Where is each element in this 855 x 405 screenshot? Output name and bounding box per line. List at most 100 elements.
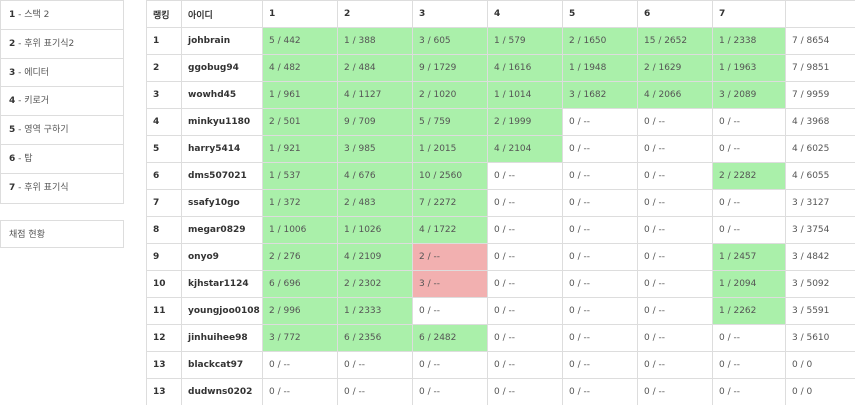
header-id: 아이디 (181, 0, 263, 28)
result-cell: 1 / 1948 (562, 54, 638, 82)
rank-cell: 2 (146, 54, 182, 82)
total-cell: 3 / 3127 (785, 189, 855, 217)
rank-cell: 7 (146, 189, 182, 217)
user-id-cell[interactable]: megar0829 (181, 216, 263, 244)
total-cell: 7 / 8654 (785, 27, 855, 55)
problem-separator: - (15, 96, 25, 107)
rank-cell: 5 (146, 135, 182, 163)
rank-cell: 13 (146, 378, 182, 405)
problem-item-3[interactable]: 3 - 에디터 (1, 59, 123, 88)
table-row: 11 youngjoo0108 2 / 996 1 / 2333 0 / -- 0 / -… (146, 297, 855, 325)
result-cell: 7 / 2272 (412, 189, 488, 217)
result-cell: 1 / 921 (262, 135, 338, 163)
result-cell: 0 / -- (562, 324, 638, 352)
result-cell: 0 / -- (487, 324, 563, 352)
problem-item-6[interactable]: 6 - 탑 (1, 145, 123, 174)
result-cell: 1 / 2333 (337, 297, 413, 325)
scoreboard: 랭킹 아이디 1 2 3 4 5 6 7 1 johbrain 5 / 442 1 / 388 3 / … (146, 0, 855, 405)
user-id-cell[interactable]: harry5414 (181, 135, 263, 163)
result-cell: 2 / 1629 (637, 54, 713, 82)
result-cell: 4 / 2104 (487, 135, 563, 163)
result-cell: 0 / -- (562, 162, 638, 190)
table-row: 13 blackcat97 0 / -- 0 / -- 0 / -- 0 / -- 0 / … (146, 351, 855, 379)
result-cell: 0 / -- (637, 108, 713, 136)
problem-number: 1 (9, 10, 16, 20)
result-cell: 1 / 2015 (412, 135, 488, 163)
result-cell: 1 / 2094 (712, 270, 786, 298)
result-cell: 3 / 2089 (712, 81, 786, 109)
result-cell: 0 / -- (487, 270, 563, 298)
table-row: 1 johbrain 5 / 442 1 / 388 3 / 605 1 / 579 2 /… (146, 27, 855, 55)
table-row: 12 jinhuihee98 3 / 772 6 / 2356 6 / 2482 0 / … (146, 324, 855, 352)
user-id-cell[interactable]: onyo9 (181, 243, 263, 271)
header-rank: 랭킹 (146, 0, 182, 28)
user-id-cell[interactable]: ggobug94 (181, 54, 263, 82)
result-cell: 9 / 709 (337, 108, 413, 136)
result-cell: 1 / 1026 (337, 216, 413, 244)
total-cell: 7 / 9959 (785, 81, 855, 109)
result-cell: 6 / 2356 (337, 324, 413, 352)
result-cell: 2 / 2302 (337, 270, 413, 298)
result-cell: 0 / -- (712, 216, 786, 244)
result-cell: 5 / 442 (262, 27, 338, 55)
result-cell: 2 / 1650 (562, 27, 638, 55)
user-id-cell[interactable]: youngjoo0108 (181, 297, 263, 325)
user-id-cell[interactable]: blackcat97 (181, 351, 263, 379)
result-cell: 2 / 1020 (412, 81, 488, 109)
user-id-cell[interactable]: minkyu1180 (181, 108, 263, 136)
user-id-cell[interactable]: wowhd45 (181, 81, 263, 109)
result-cell: 1 / 1014 (487, 81, 563, 109)
result-cell: 0 / -- (712, 135, 786, 163)
user-id-cell[interactable]: kjhstar1124 (181, 270, 263, 298)
result-cell: 1 / 1006 (262, 216, 338, 244)
table-row: 7 ssafy10go 1 / 372 2 / 483 7 / 2272 0 / -- 0 … (146, 189, 855, 217)
header-problem-5: 5 (562, 0, 638, 28)
result-cell: 0 / -- (712, 378, 786, 405)
result-cell: 3 / 985 (337, 135, 413, 163)
header-problem-3: 3 (412, 0, 488, 28)
user-id-cell[interactable]: dudwns0202 (181, 378, 263, 405)
total-cell: 3 / 3754 (785, 216, 855, 244)
user-id-cell[interactable]: jinhuihee98 (181, 324, 263, 352)
header-total (785, 0, 855, 28)
total-cell: 7 / 9851 (785, 54, 855, 82)
problem-separator: - (15, 10, 25, 20)
rank-cell: 8 (146, 216, 182, 244)
rank-cell: 1 (146, 27, 182, 55)
problem-item-1[interactable]: 1 - 스택 2 (1, 1, 123, 30)
result-cell: 4 / 676 (337, 162, 413, 190)
result-cell: 6 / 2482 (412, 324, 488, 352)
user-id-cell[interactable]: johbrain (181, 27, 263, 55)
problem-item-7[interactable]: 7 - 후위 표기식 (1, 174, 123, 203)
problem-title: 키로거 (24, 96, 50, 107)
result-cell: 4 / 1127 (337, 81, 413, 109)
table-row: 3 wowhd45 1 / 961 4 / 1127 2 / 1020 1 / 1014 3… (146, 81, 855, 109)
result-cell: 0 / -- (487, 162, 563, 190)
user-id-cell[interactable]: dms507021 (181, 162, 263, 190)
result-cell: 3 / 772 (262, 324, 338, 352)
result-cell: 1 / 388 (337, 27, 413, 55)
result-cell: 0 / -- (637, 216, 713, 244)
total-cell: 0 / 0 (785, 378, 855, 405)
result-cell: 2 / 276 (262, 243, 338, 271)
result-cell: 1 / 372 (262, 189, 338, 217)
result-cell: 0 / -- (487, 351, 563, 379)
status-link[interactable]: 채점 현황 (0, 219, 124, 248)
result-cell: 0 / -- (562, 351, 638, 379)
problem-title: 영역 구하기 (24, 125, 69, 136)
result-cell: 2 / 996 (262, 297, 338, 325)
result-cell: 0 / -- (562, 189, 638, 217)
result-cell: 0 / -- (637, 162, 713, 190)
problem-number: 4 (9, 96, 16, 107)
rank-cell: 6 (146, 162, 182, 190)
problem-item-5[interactable]: 5 - 영역 구하기 (1, 116, 123, 145)
table-row: 4 minkyu1180 2 / 501 9 / 709 5 / 759 2 / 1999… (146, 108, 855, 136)
problem-item-2[interactable]: 2 - 후위 표기식2 (1, 30, 123, 59)
user-id-cell[interactable]: ssafy10go (181, 189, 263, 217)
problem-item-4[interactable]: 4 - 키로거 (1, 87, 123, 117)
result-cell: 0 / -- (562, 135, 638, 163)
problem-number: 3 (9, 67, 16, 78)
result-cell: 0 / -- (637, 378, 713, 405)
table-body: 1 johbrain 5 / 442 1 / 388 3 / 605 1 / 579 2 /… (146, 27, 855, 405)
problem-title: 후위 표기식2 (24, 38, 75, 49)
